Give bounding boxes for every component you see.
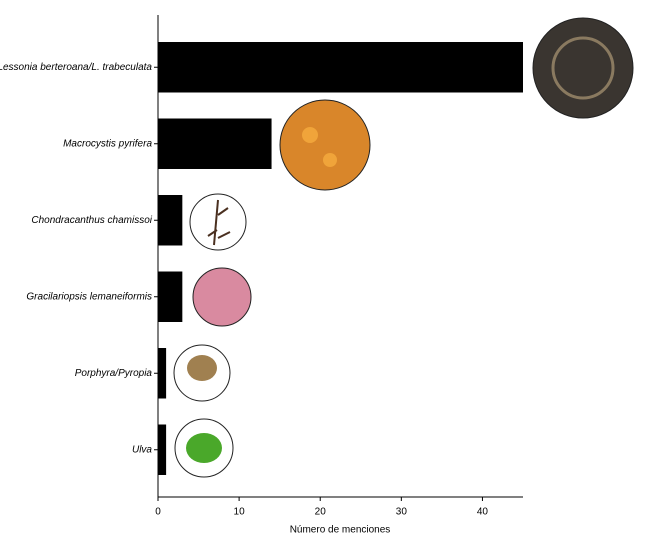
- y-tick-label: Chondracanthus chamissoi: [31, 215, 152, 226]
- bar: [158, 42, 523, 93]
- illustrations: [173, 17, 634, 478]
- chondracanthus-photo: [189, 193, 247, 251]
- ulva-photo-detail: [186, 433, 222, 463]
- x-axis-label: Número de menciones: [290, 525, 391, 536]
- macrocystis-photo: [279, 99, 371, 191]
- y-tick-label: Porphyra/Pyropia: [75, 368, 153, 379]
- y-tick-label: Gracilariopsis lemaneiformis: [26, 291, 152, 302]
- bar: [158, 195, 183, 246]
- y-tick-label: Lessonia berteroana/L. trabeculata: [0, 62, 152, 73]
- bar: [158, 118, 272, 169]
- x-tick-label: 10: [234, 507, 246, 518]
- bar: [158, 348, 167, 399]
- y-tick-label: Ulva: [132, 444, 152, 455]
- x-tick-label: 20: [315, 507, 327, 518]
- bar: [158, 271, 183, 322]
- bar: [158, 424, 167, 475]
- macrocystis-photo-detail: [323, 153, 337, 167]
- macrocystis-photo-detail: [302, 127, 318, 143]
- porphyra-photo-detail: [187, 355, 217, 381]
- x-tick-label: 40: [477, 507, 489, 518]
- lessonia-photo: [532, 17, 634, 119]
- x-tick-label: 0: [155, 507, 161, 518]
- chondracanthus-photo-detail: [207, 199, 231, 246]
- gracilariopsis-photo: [192, 267, 252, 327]
- y-tick-label: Macrocystis pyrifera: [63, 138, 152, 149]
- lessonia-photo-detail: [551, 36, 615, 100]
- x-tick-label: 30: [396, 507, 408, 518]
